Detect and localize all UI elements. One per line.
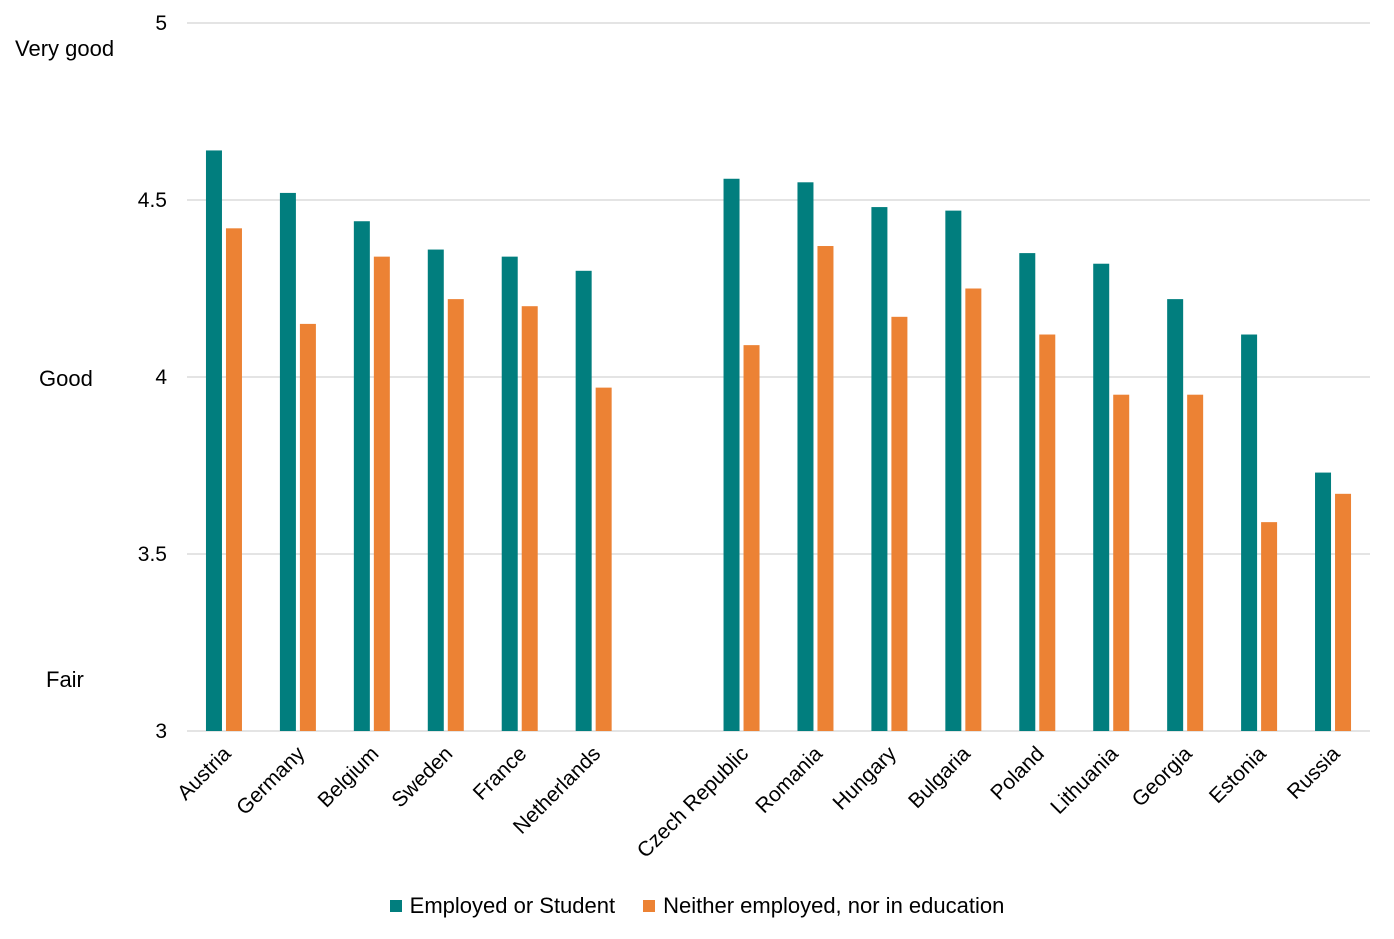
bar-employed-bulgaria [945, 210, 962, 731]
bar-employed-belgium [353, 221, 370, 732]
legend: Employed or Student Neither employed, no… [0, 893, 1394, 919]
x-tick-label: Poland [986, 742, 1049, 805]
x-tick-label: Sweden [387, 742, 457, 812]
x-tick-label: Bulgaria [904, 742, 975, 813]
bar-employed-romania [797, 182, 814, 732]
bar-employed-austria [205, 150, 222, 731]
bar-neither-lithuania [1113, 394, 1130, 731]
y-tick-label: 4 [155, 366, 167, 389]
legend-swatch [643, 900, 656, 912]
bar-neither-georgia [1187, 394, 1204, 731]
y-axis-ticks: 3 3.5 4 4.5 5 [138, 12, 168, 743]
y-tick-label: 4.5 [138, 189, 167, 212]
x-tick-label: Hungary [829, 742, 902, 815]
bar-employed-russia [1315, 472, 1332, 731]
bar-employed-sweden [427, 249, 444, 731]
bar-employed-estonia [1241, 334, 1258, 731]
x-tick-label: Germany [232, 742, 310, 820]
bar-employed-lithuania [1093, 263, 1110, 731]
scale-label-good: Good [39, 366, 93, 391]
bar-neither-austria [225, 228, 242, 731]
bar-neither-czech-republic [743, 345, 760, 731]
x-tick-label: Belgium [313, 742, 383, 812]
bar-neither-sweden [447, 299, 464, 731]
x-tick-label: Georgia [1128, 742, 1197, 811]
bar-employed-hungary [871, 207, 888, 731]
x-tick-label: Estonia [1205, 742, 1271, 808]
legend-label: Employed or Student [409, 893, 616, 918]
scale-label-fair: Fair [46, 667, 84, 692]
x-tick-label: Russia [1283, 742, 1345, 804]
x-tick-label: Romania [751, 742, 827, 818]
bar-employed-georgia [1167, 299, 1184, 731]
bar-employed-czech-republic [723, 178, 740, 731]
bar-neither-romania [817, 246, 834, 731]
bar-neither-russia [1335, 493, 1352, 731]
legend-label: Neither employed, nor in education [663, 893, 1005, 918]
y-tick-label: 5 [155, 12, 167, 35]
x-tick-label: Austria [173, 742, 236, 805]
bar-neither-estonia [1261, 522, 1278, 731]
bar-neither-belgium [373, 256, 390, 731]
x-tick-label: France [469, 742, 531, 804]
x-tick-label: Lithuania [1046, 742, 1123, 819]
bar-neither-france [521, 306, 538, 731]
legend-item-series-1: Employed or Student [389, 893, 616, 919]
bar-neither-germany [299, 323, 316, 731]
y-tick-label: 3.5 [138, 543, 167, 566]
bar-neither-bulgaria [965, 288, 982, 731]
legend-swatch [389, 900, 402, 912]
bar-employed-poland [1019, 253, 1036, 731]
bar-employed-germany [279, 192, 296, 732]
legend-item-series-2: Neither employed, nor in education [643, 893, 1004, 919]
y-tick-label: 3 [155, 720, 167, 743]
bar-employed-netherlands [575, 270, 592, 731]
bar-neither-netherlands [595, 387, 612, 731]
bar-neither-hungary [891, 316, 908, 731]
bar-employed-france [501, 256, 518, 731]
scale-label-very-good: Very good [15, 36, 115, 61]
bar-neither-poland [1039, 334, 1056, 731]
x-tick-label: Czech Republic [633, 742, 753, 862]
bars [205, 150, 1352, 732]
